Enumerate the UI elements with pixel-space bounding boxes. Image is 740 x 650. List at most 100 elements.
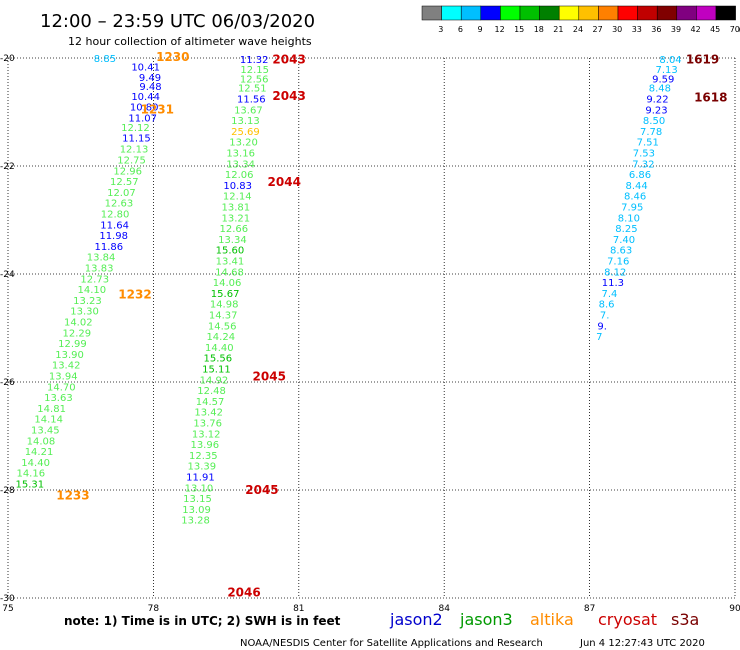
wave-height-label: 12.51 [238, 84, 267, 95]
wave-height-label: 14.21 [25, 447, 54, 458]
wave-height-label: 13.41 [216, 257, 245, 268]
wave-height-label: 13.90 [55, 350, 84, 361]
satellite-legend-altika: altika [530, 610, 574, 629]
colorbar-swatch [676, 5, 697, 21]
wave-height-label: 14.02 [64, 318, 93, 329]
wave-height-label: 13.42 [194, 408, 223, 419]
wave-height-label: 7.4 [602, 289, 618, 300]
chart-title: 12:00 – 23:59 UTC 06/03/2020 [40, 11, 315, 32]
colorbar-swatch [617, 5, 638, 21]
wave-height-label: 7 [596, 332, 602, 343]
colorbar-unit: (ft) [739, 25, 740, 34]
footer-note: note: 1) Time is in UTC; 2) SWH is in fe… [64, 614, 341, 628]
wave-height-label: 13.76 [193, 419, 222, 430]
wave-height-label: 8.25 [615, 224, 637, 235]
wave-height-label: 13.84 [87, 253, 116, 264]
wave-height-label: 11.98 [99, 231, 128, 242]
wave-height-label: 7.40 [613, 235, 635, 246]
wave-height-label: 10.41 [131, 63, 160, 74]
pass-time-label: 2045 [245, 483, 278, 497]
wave-height-label: 13.10 [185, 483, 214, 494]
x-tick-label: 84 [438, 604, 450, 614]
colorbar-label: 9 [477, 25, 482, 34]
wave-height-label: 10.44 [131, 92, 160, 103]
colorbar-label: 36 [651, 25, 661, 34]
wave-height-label: 13.81 [221, 203, 250, 214]
wave-height-label: 10.83 [223, 181, 252, 192]
y-tick-label: -30 [0, 594, 15, 604]
wave-height-label: 8.6 [599, 300, 615, 311]
pass-time-label: 2044 [268, 175, 301, 189]
colorbar-label: 33 [632, 25, 642, 34]
colorbar-swatch [519, 5, 540, 21]
wave-height-label: 14.14 [34, 415, 63, 426]
wave-height-label: 8.50 [643, 116, 665, 127]
colorbar-label: 39 [671, 25, 681, 34]
colorbar-label: 15 [514, 25, 524, 34]
satellite-legend: jason2 jason3 altika cryosat s3a [389, 610, 699, 629]
wave-height-label: 15.11 [202, 365, 231, 376]
wave-height-label: 13.30 [70, 307, 99, 318]
colorbar-swatch [539, 5, 560, 21]
chart-subtitle: 12 hour collection of altimeter wave hei… [68, 35, 312, 48]
wave-height-label: 7.95 [621, 203, 643, 214]
pass-time-label: 1231 [141, 102, 174, 116]
wave-height-label: 12.73 [80, 274, 109, 285]
wave-height-label: 15.60 [216, 246, 245, 257]
wave-height-label: 14.16 [16, 469, 45, 480]
axis-ticks: 75 78 81 84 87 90 -20 -22 -24 -26 -28 -30 [0, 54, 740, 614]
satellite-legend-jason2: jason2 [389, 610, 443, 629]
colorbar-swatch [578, 5, 599, 21]
wave-height-label: 12.99 [58, 339, 87, 350]
pass-time-label: 1230 [156, 50, 189, 64]
lat-lon-grid [7, 57, 736, 599]
wave-height-label: 13.34 [226, 159, 255, 170]
wave-height-label: 13.13 [231, 116, 260, 127]
wave-height-values: 8.8510.419.499.4810.4410.8011.0712.1211.… [15, 54, 681, 527]
wave-height-label: 14.40 [205, 343, 234, 354]
wave-height-label: 8.12 [604, 267, 626, 278]
x-tick-label: 81 [293, 604, 304, 614]
colorbar-swatch [421, 5, 442, 21]
wave-height-label: 9.59 [652, 75, 674, 86]
satellite-legend-s3a: s3a [671, 610, 699, 629]
wave-height-label: 13.45 [31, 426, 60, 437]
colorbar-label: 12 [495, 25, 505, 34]
wave-height-label: 12.63 [105, 199, 134, 210]
wave-height-label: 11.91 [186, 473, 215, 484]
colorbar-label: 6 [458, 25, 463, 34]
wave-height-label: 11.15 [122, 133, 151, 144]
wave-height-label: 11.86 [94, 242, 123, 253]
colorbar-swatch [480, 5, 501, 21]
x-tick-label: 90 [729, 604, 740, 614]
wave-height-label: 13.20 [229, 138, 258, 149]
colorbar-label: 18 [534, 25, 544, 34]
wave-height-label: 12.35 [189, 451, 218, 462]
pass-time-label: 1233 [56, 488, 89, 502]
wave-height-label: 8.46 [624, 192, 646, 203]
wave-height-label: 12.96 [113, 166, 142, 177]
wave-height-label: 10.80 [130, 103, 159, 114]
colorbar-swatch [441, 5, 462, 21]
wave-height-label: 8.85 [94, 54, 116, 65]
wave-height-label: 13.63 [44, 393, 73, 404]
wave-height-label: 13.16 [226, 149, 255, 160]
colorbar-label: 27 [593, 25, 603, 34]
wave-height-label: 14.68 [215, 267, 244, 278]
wave-height-label: 13.09 [182, 505, 211, 516]
wave-height-label: 14.70 [47, 382, 76, 393]
wave-height-label: 12.75 [117, 156, 146, 167]
wave-height-label: 13.28 [181, 516, 210, 527]
colorbar-swatch [558, 5, 580, 21]
wave-height-label: 7. [600, 311, 610, 322]
wave-height-label: 12.48 [197, 386, 226, 397]
wave-height-label: 13.42 [52, 361, 81, 372]
pass-time-label: 1232 [118, 288, 151, 302]
wave-height-label: 15.56 [204, 354, 233, 365]
wave-height-label: 13.34 [218, 235, 247, 246]
wave-height-label: 12.57 [110, 177, 139, 188]
pass-time-label: 2043 [272, 53, 305, 67]
wave-height-label: 11.07 [128, 113, 157, 124]
wave-height-label: 14.92 [200, 375, 229, 386]
